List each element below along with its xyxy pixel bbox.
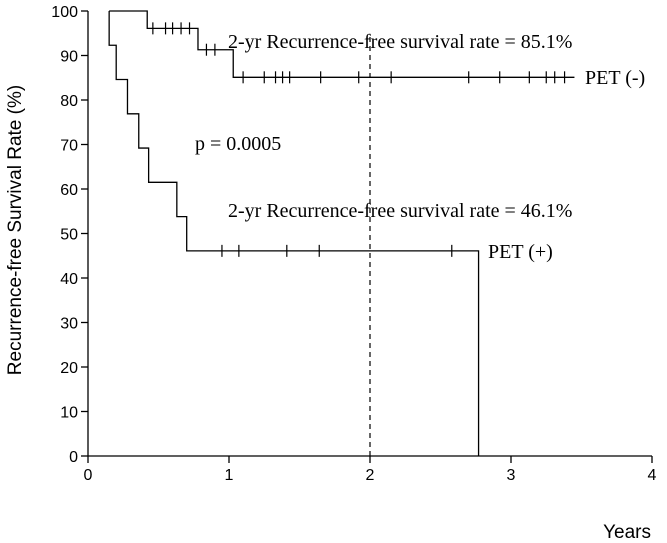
y-tick-label: 90 <box>60 49 78 66</box>
x-tick-label: 0 <box>84 467 93 484</box>
x-axis-title: Years <box>603 522 651 543</box>
p-value-annotation: p = 0.0005 <box>195 133 281 155</box>
rate-annotation-pet-positive: 2-yr Recurrence-free survival rate = 46.… <box>228 200 572 222</box>
survival-curve-pet-negative <box>109 10 575 78</box>
y-tick-label: 30 <box>60 316 78 333</box>
y-tick-label: 70 <box>60 138 78 155</box>
series-label-pet-negative: PET (-) <box>585 67 645 89</box>
y-tick-label: 60 <box>60 182 78 199</box>
y-tick-label: 50 <box>60 227 78 244</box>
y-ticks: 0 10 20 30 40 50 60 70 80 90 100 <box>51 4 88 466</box>
x-tick-label: 2 <box>366 467 375 484</box>
y-tick-label: 100 <box>51 4 78 21</box>
series-label-pet-positive: PET (+) <box>488 241 553 263</box>
y-tick-label: 20 <box>60 360 78 377</box>
y-tick-label: 80 <box>60 93 78 110</box>
y-axis-title: Recurrence-free Survival Rate (%) <box>5 85 26 375</box>
rate-annotation-pet-negative: 2-yr Recurrence-free survival rate = 85.… <box>228 31 572 53</box>
x-tick-label: 4 <box>648 467 657 484</box>
y-tick-label: 10 <box>60 405 78 422</box>
survival-curves <box>108 10 575 456</box>
y-tick-label: 40 <box>60 271 78 288</box>
x-ticks: 0 1 2 3 4 <box>84 456 657 484</box>
y-tick-label: 0 <box>69 449 78 466</box>
survival-curve-pet-positive <box>108 11 480 456</box>
x-tick-label: 3 <box>507 467 516 484</box>
x-tick-label: 1 <box>225 467 234 484</box>
